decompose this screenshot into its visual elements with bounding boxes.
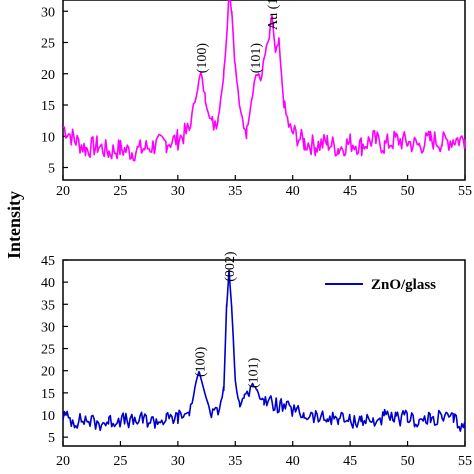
peak-label: (100) [195,43,210,74]
top-panel: 202530354045505551015202530(100)(002)(10… [41,0,472,199]
x-tick-label: 35 [228,184,242,199]
x-tick-label: 35 [228,454,242,469]
y-tick-label: 25 [41,37,55,52]
x-tick-label: 40 [286,454,300,469]
y-tick-label: 10 [41,130,55,145]
series-line [62,269,466,432]
x-tick-label: 50 [401,454,415,469]
y-tick-label: 15 [41,387,55,402]
legend-label: ZnO/glass [371,277,436,293]
x-tick-label: 30 [171,454,185,469]
x-tick-label: 20 [56,454,70,469]
y-tick-label: 5 [48,162,55,177]
x-tick-label: 40 [286,184,300,199]
series-line [63,0,466,162]
y-tick-label: 20 [41,365,55,380]
y-tick-label: 40 [41,276,55,291]
x-tick-label: 55 [458,454,472,469]
plot-frame [62,0,466,181]
y-axis-label: Intensity [4,191,24,259]
y-tick-label: 45 [41,254,55,269]
peak-label: (100) [194,346,209,377]
x-tick-label: 45 [343,184,357,199]
y-tick-label: 15 [41,99,55,114]
peak-label: (101) [247,357,262,388]
x-tick-label: 45 [343,454,357,469]
bottom-panel: 20 25 30 35 40 45 50 5551015202530354045(100)(0… [41,251,472,469]
y-tick-label: 35 [41,298,55,313]
peak-label: (101) [249,43,264,74]
plot-frame [62,259,466,447]
x-tick-label: 20 [56,184,70,199]
y-tick-label: 5 [48,431,55,446]
peak-label: (002) [223,251,238,282]
y-tick-label: 25 [41,343,55,358]
x-tick-label: 50 [401,184,415,199]
y-tick-label: 30 [41,320,55,335]
x-tick-label: 30 [171,184,185,199]
peak-label: Au (111) [266,0,281,30]
y-tick-label: 10 [41,409,55,424]
y-tick-label: 20 [41,68,55,83]
x-tick-label: 25 [113,184,127,199]
y-tick-label: 30 [41,5,55,20]
x-tick-label: 55 [458,184,472,199]
x-tick-label: 25 [113,454,127,469]
